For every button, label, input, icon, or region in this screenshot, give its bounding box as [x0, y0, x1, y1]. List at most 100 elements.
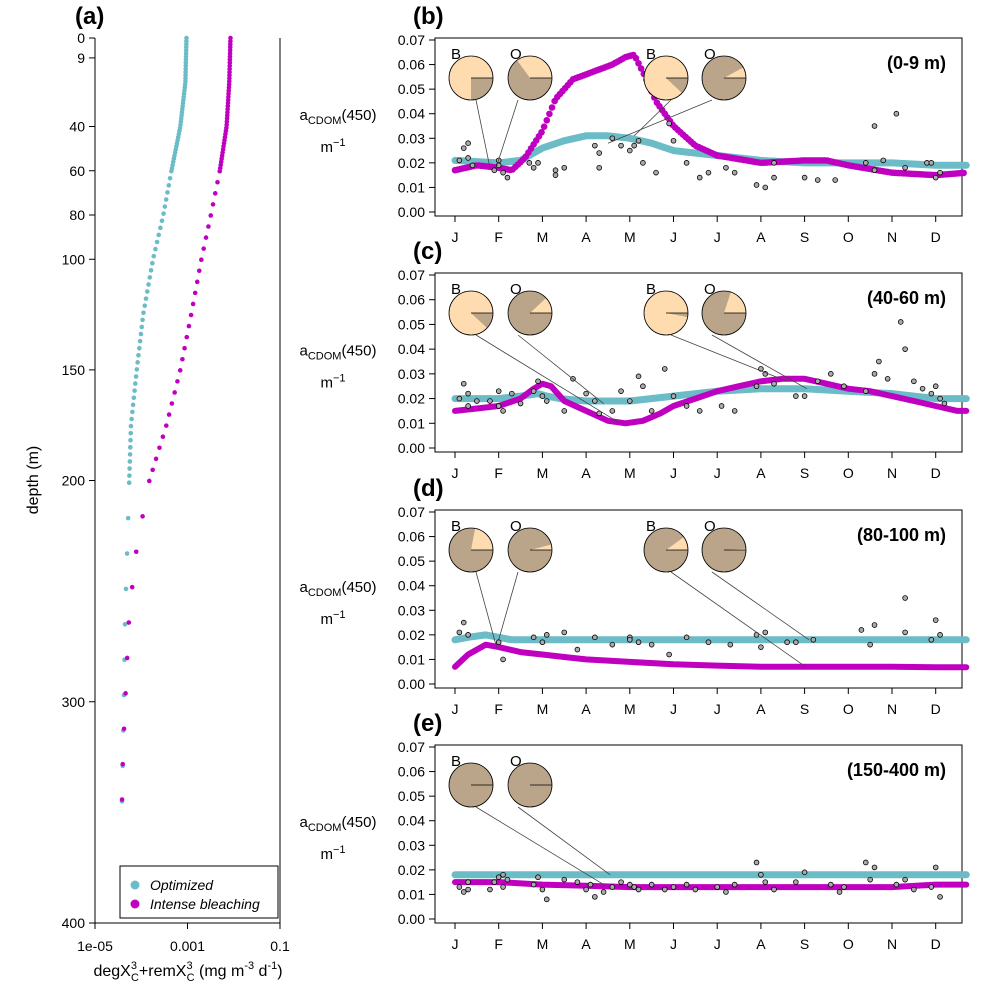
panel-a-point: [140, 317, 145, 323]
y-tick-label: 0.00: [398, 911, 425, 927]
observation-point: [631, 142, 637, 149]
pie-chart-jan-b: B: [448, 518, 497, 648]
y-tick-label: 0.07: [398, 504, 425, 520]
panel-label: (b): [413, 3, 444, 30]
pie-connector: [670, 571, 805, 667]
observation-point: [696, 174, 703, 181]
panel-a-point: [153, 246, 158, 252]
y-tick-label: 0.03: [398, 602, 425, 618]
observation-point: [871, 167, 878, 174]
observation-point: [561, 876, 568, 883]
observation-point: [753, 859, 760, 866]
observation-point: [653, 169, 659, 176]
pie-label: B: [646, 46, 656, 63]
panel-a-x-tick-label: 0.1: [270, 938, 290, 954]
observation-point: [727, 641, 734, 648]
observation-point: [500, 169, 506, 176]
panel-label: (e): [413, 710, 442, 737]
panel-label: (c): [413, 238, 442, 265]
observation-point: [705, 639, 712, 646]
observation-point: [648, 881, 655, 888]
panel-a-point: [128, 437, 133, 443]
observation-point: [683, 403, 690, 409]
panel-a-point: [162, 204, 168, 209]
observation-point: [543, 632, 550, 638]
observation-point: [495, 388, 502, 394]
x-tick-label: D: [931, 229, 941, 245]
y-tick-label: 0.01: [398, 415, 425, 431]
pie-label: B: [451, 46, 461, 63]
y-tick-label: 0.02: [398, 155, 425, 171]
observation-point: [801, 869, 808, 876]
observation-point: [469, 162, 476, 169]
observation-point: [683, 881, 690, 888]
y-tick-label: 0.05: [398, 316, 425, 332]
panel-a-point: [177, 368, 183, 373]
panel-a-point: [210, 202, 216, 207]
y-tick-label: 0.05: [398, 788, 425, 804]
observation-point: [771, 886, 777, 893]
observation-point: [793, 639, 799, 646]
observation-point: [535, 160, 541, 166]
observation-point: [495, 403, 502, 409]
observation-point: [626, 147, 633, 154]
x-tick-label: A: [581, 701, 591, 717]
observation-point: [862, 388, 869, 394]
x-tick-label: S: [800, 465, 809, 481]
x-tick-label: N: [887, 229, 897, 245]
y-axis-unit: m−1: [320, 609, 345, 628]
intense-bleaching-line: [452, 641, 970, 671]
observations: [456, 859, 943, 903]
observation-point: [762, 879, 769, 885]
observation-point: [583, 390, 589, 397]
observation-point: [561, 629, 568, 636]
observation-point: [626, 881, 633, 888]
panel-a-point: [126, 620, 132, 625]
legend-box: [119, 865, 279, 919]
pie-chart-late-o: O: [701, 281, 807, 390]
y-tick-label: 0.05: [398, 81, 425, 97]
panel-a-point: [128, 430, 134, 436]
observation-point: [465, 403, 471, 409]
observation-point: [771, 380, 777, 387]
observation-point: [762, 184, 769, 191]
panel-a-point: [169, 168, 174, 174]
observation-point: [705, 169, 712, 176]
observation-point: [937, 169, 943, 176]
observation-point: [670, 393, 677, 399]
panel-a-point: [212, 191, 218, 196]
observation-point: [487, 398, 493, 404]
panel-a-point: [124, 551, 130, 556]
pie-chart-late-b: B: [643, 518, 805, 667]
panel-a-point: [119, 797, 125, 802]
panel-a-point: [192, 290, 198, 296]
y-tick-label: 0.04: [398, 578, 425, 594]
observation-point: [456, 884, 463, 890]
observation-point: [596, 150, 603, 156]
observation-point: [530, 164, 537, 171]
observation-point: [465, 879, 471, 885]
observation-point: [902, 164, 908, 171]
y-axis-unit: m−1: [320, 137, 345, 156]
observation-point: [583, 886, 589, 893]
observation-point: [460, 889, 467, 895]
panel-c: (c) (40-60 m) 0.00 0.01 0.02 0.03 0.04 0.05 0.06…: [300, 238, 970, 481]
observation-point: [504, 174, 511, 181]
y-axis-label: aCDOM(450): [300, 814, 377, 834]
observation-point: [871, 622, 878, 628]
pie-dark-slice: [701, 527, 746, 572]
y-tick-label: 0.01: [398, 886, 425, 902]
x-tick-label: A: [756, 701, 766, 717]
observation-point: [600, 889, 607, 895]
panel-a-point: [125, 515, 131, 521]
depth-label: (80-100 m): [857, 525, 946, 545]
panel-a-point: [150, 467, 155, 473]
observation-point: [465, 886, 471, 893]
observation-point: [500, 871, 506, 878]
panel-a-legend: Optimized Intense bleaching: [119, 865, 279, 919]
panel-a-point: [163, 423, 169, 428]
panel-a-point: [167, 175, 173, 181]
observation-point: [902, 346, 908, 352]
observation-point: [456, 629, 463, 636]
